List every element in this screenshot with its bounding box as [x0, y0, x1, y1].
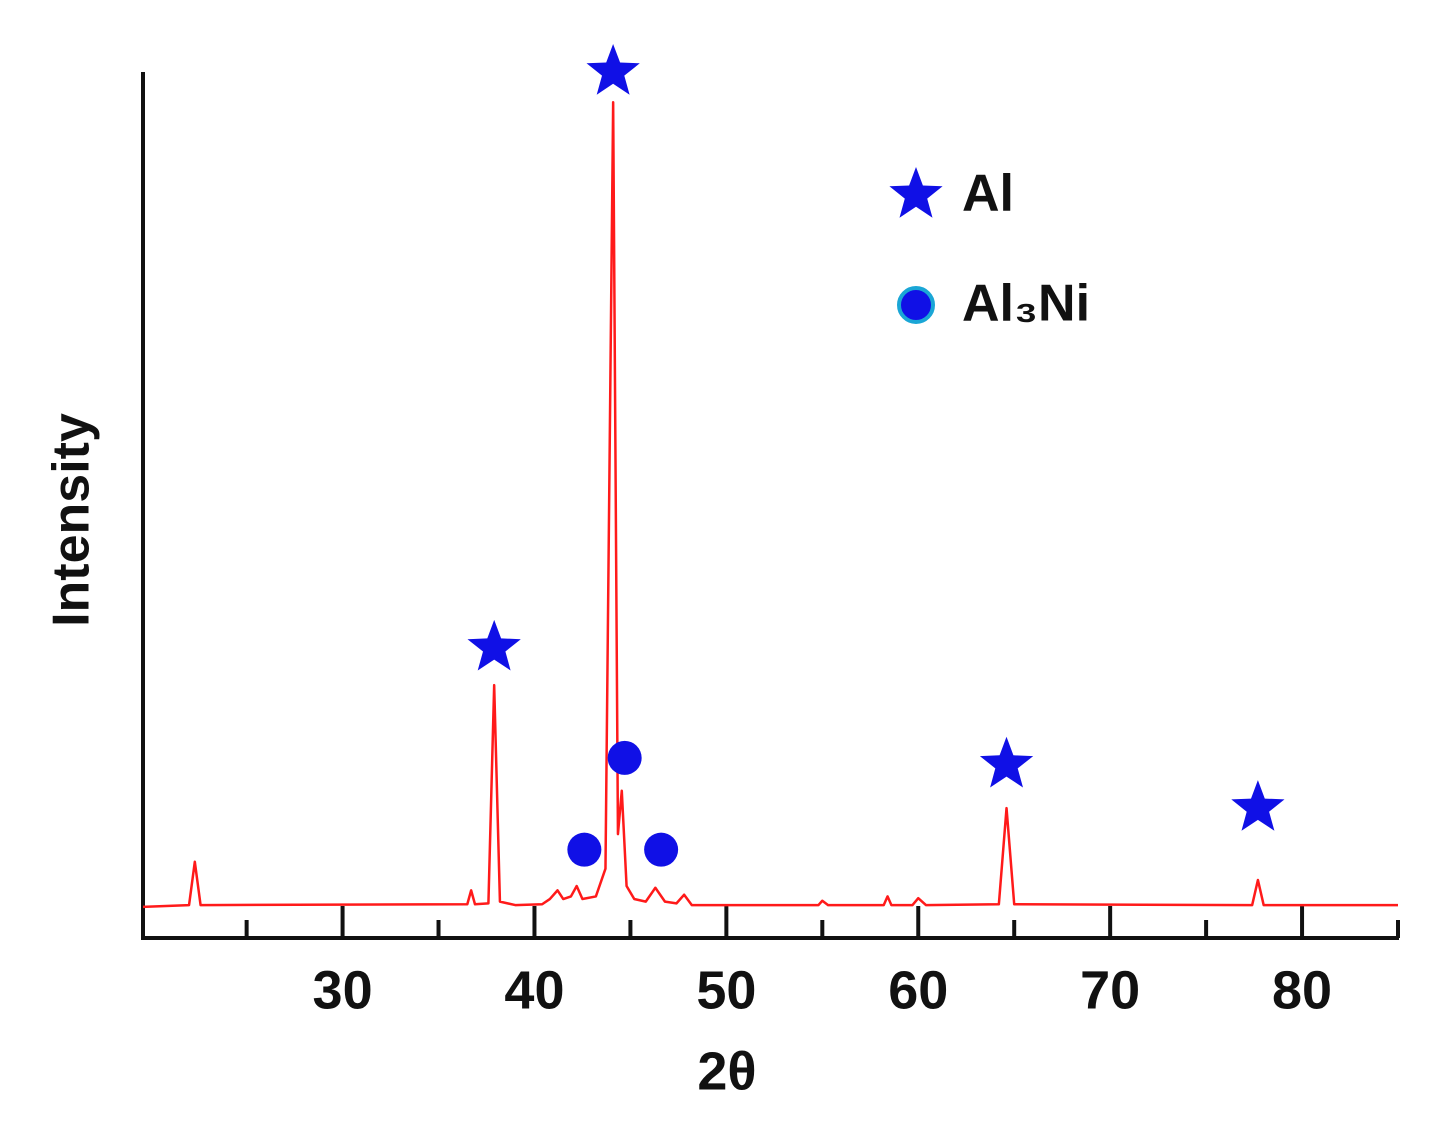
peak-marker	[567, 832, 602, 867]
x-tick-label: 80	[1272, 960, 1332, 1020]
x-tick-label: 70	[1080, 960, 1140, 1020]
peak-marker	[467, 619, 521, 671]
peak-marker	[586, 44, 640, 95]
x-tick-label: 60	[888, 960, 948, 1020]
x-tick-label: 40	[504, 960, 564, 1020]
x-tick-label: 30	[313, 960, 373, 1020]
peak-marker	[979, 736, 1034, 788]
data-line	[142, 101, 1398, 909]
legend-symbol	[889, 167, 943, 218]
y-axis-label: Intensity	[43, 413, 101, 627]
legend-symbol	[897, 286, 935, 324]
peak-marker	[1231, 780, 1285, 831]
x-axis-label: 2θ	[697, 1041, 756, 1101]
peak-marker	[607, 740, 642, 775]
x-tick-label: 50	[696, 960, 756, 1020]
legend-label: Al₃Ni	[962, 275, 1090, 333]
legend-label: Al	[962, 165, 1014, 223]
peak-marker	[644, 832, 679, 867]
